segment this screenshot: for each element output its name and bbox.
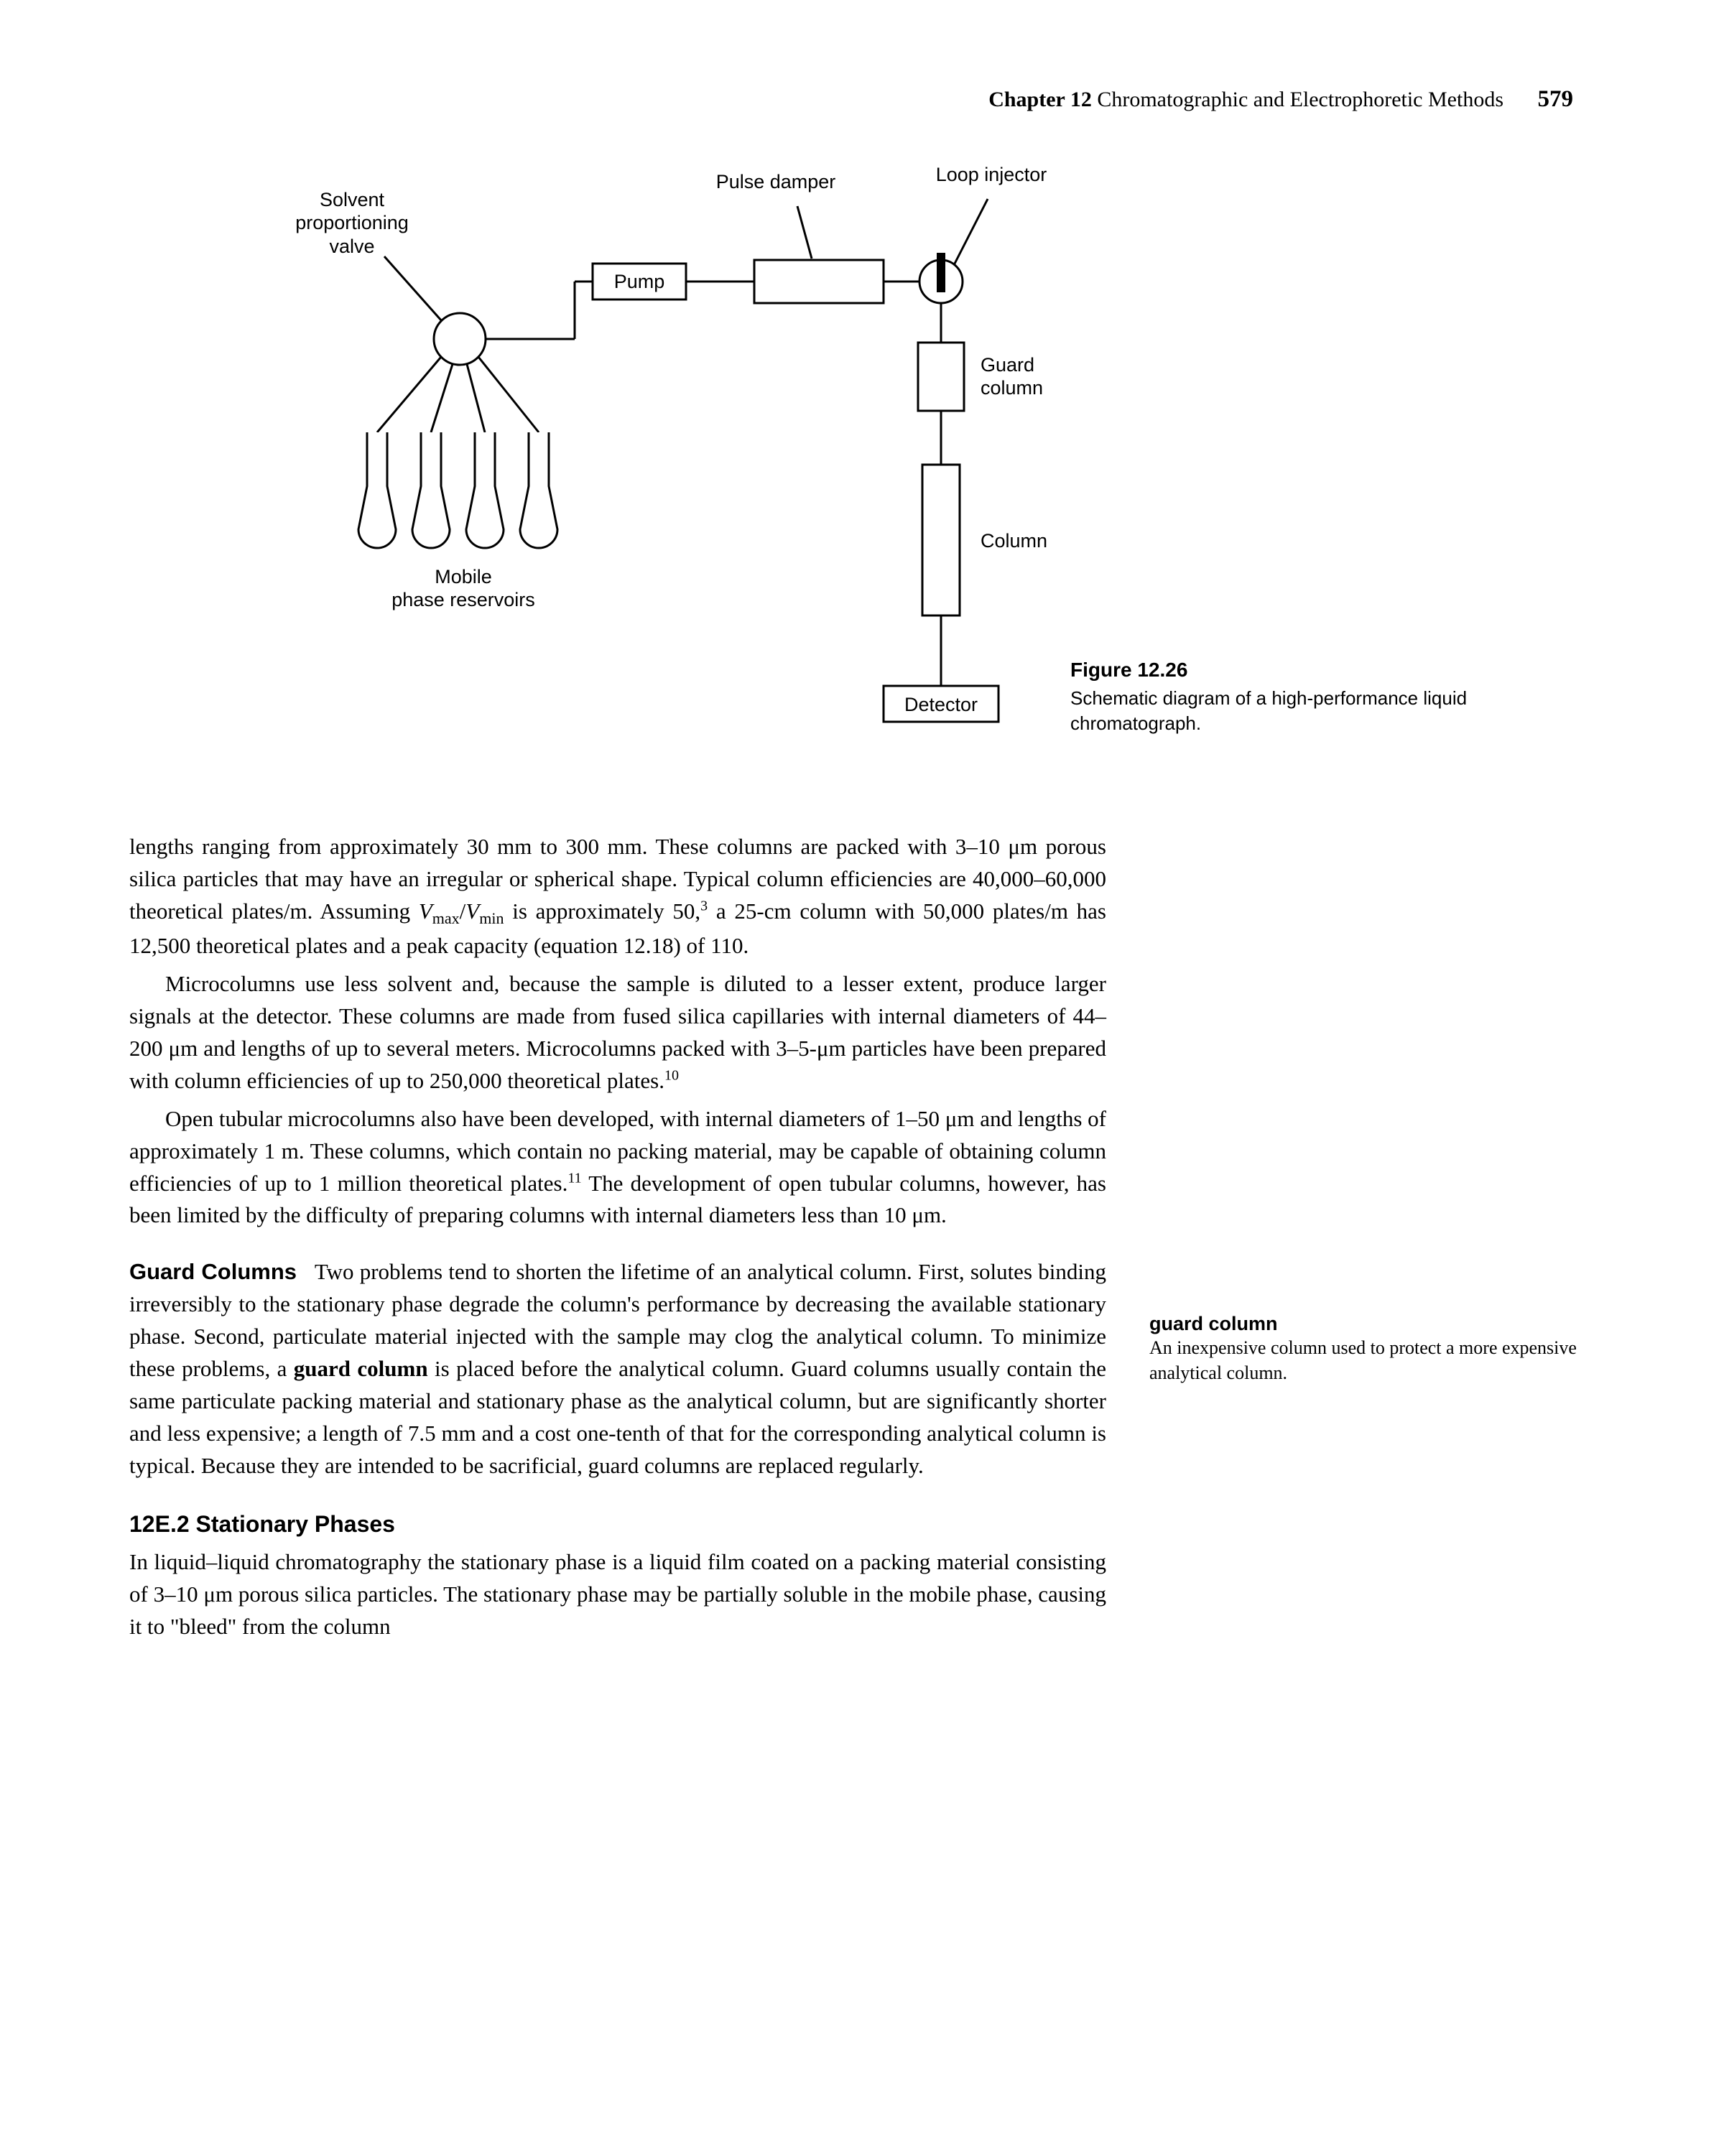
- paragraph-3: Open tubular microcolumns also have been…: [129, 1103, 1106, 1232]
- body-text: lengths ranging from approximately 30 mm…: [129, 831, 1106, 1643]
- figure-description: Schematic diagram of a high-performance …: [1070, 687, 1467, 734]
- label-column: Column: [981, 529, 1074, 552]
- label-guard-column: Guardcolumn: [981, 353, 1074, 400]
- page-header: Chapter 12 Chromatographic and Electroph…: [129, 86, 1595, 113]
- main-column: Solventproportioningvalve Pump Pulse dam…: [129, 141, 1106, 1649]
- label-pulse-damper: Pulse damper: [704, 170, 848, 193]
- content-wrapper: Solventproportioningvalve Pump Pulse dam…: [129, 141, 1595, 1649]
- figure-12-26: Solventproportioningvalve Pump Pulse dam…: [201, 141, 1106, 752]
- margin-term: guard column: [1149, 1313, 1595, 1335]
- margin-note-guard-column: guard column An inexpensive column used …: [1149, 1313, 1595, 1385]
- page-number: 579: [1538, 86, 1574, 112]
- paragraph-4: Guard Columns Two problems tend to short…: [129, 1256, 1106, 1482]
- paragraph-5: In liquid–liquid chromatography the stat…: [129, 1546, 1106, 1643]
- label-pump: Pump: [603, 271, 675, 293]
- label-solvent-valve: Solventproportioningvalve: [266, 188, 438, 258]
- chapter-title: Chromatographic and Electrophoretic Meth…: [1097, 88, 1503, 111]
- label-mobile-reservoirs: Mobilephase reservoirs: [377, 565, 550, 612]
- paragraph-2: Microcolumns use less solvent and, becau…: [129, 968, 1106, 1097]
- figure-caption: Figure 12.26 Schematic diagram of a high…: [1070, 659, 1516, 736]
- chapter-label: Chapter 12: [988, 88, 1092, 111]
- section-heading-12e2: 12E.2 Stationary Phases: [129, 1511, 1106, 1538]
- label-detector: Detector: [894, 694, 988, 716]
- paragraph-1: lengths ranging from approximately 30 mm…: [129, 831, 1106, 962]
- margin-column: guard column An inexpensive column used …: [1149, 141, 1595, 1649]
- margin-definition: An inexpensive column used to protect a …: [1149, 1337, 1577, 1383]
- label-loop-injector: Loop injector: [919, 163, 1063, 186]
- figure-number: Figure 12.26: [1070, 659, 1516, 682]
